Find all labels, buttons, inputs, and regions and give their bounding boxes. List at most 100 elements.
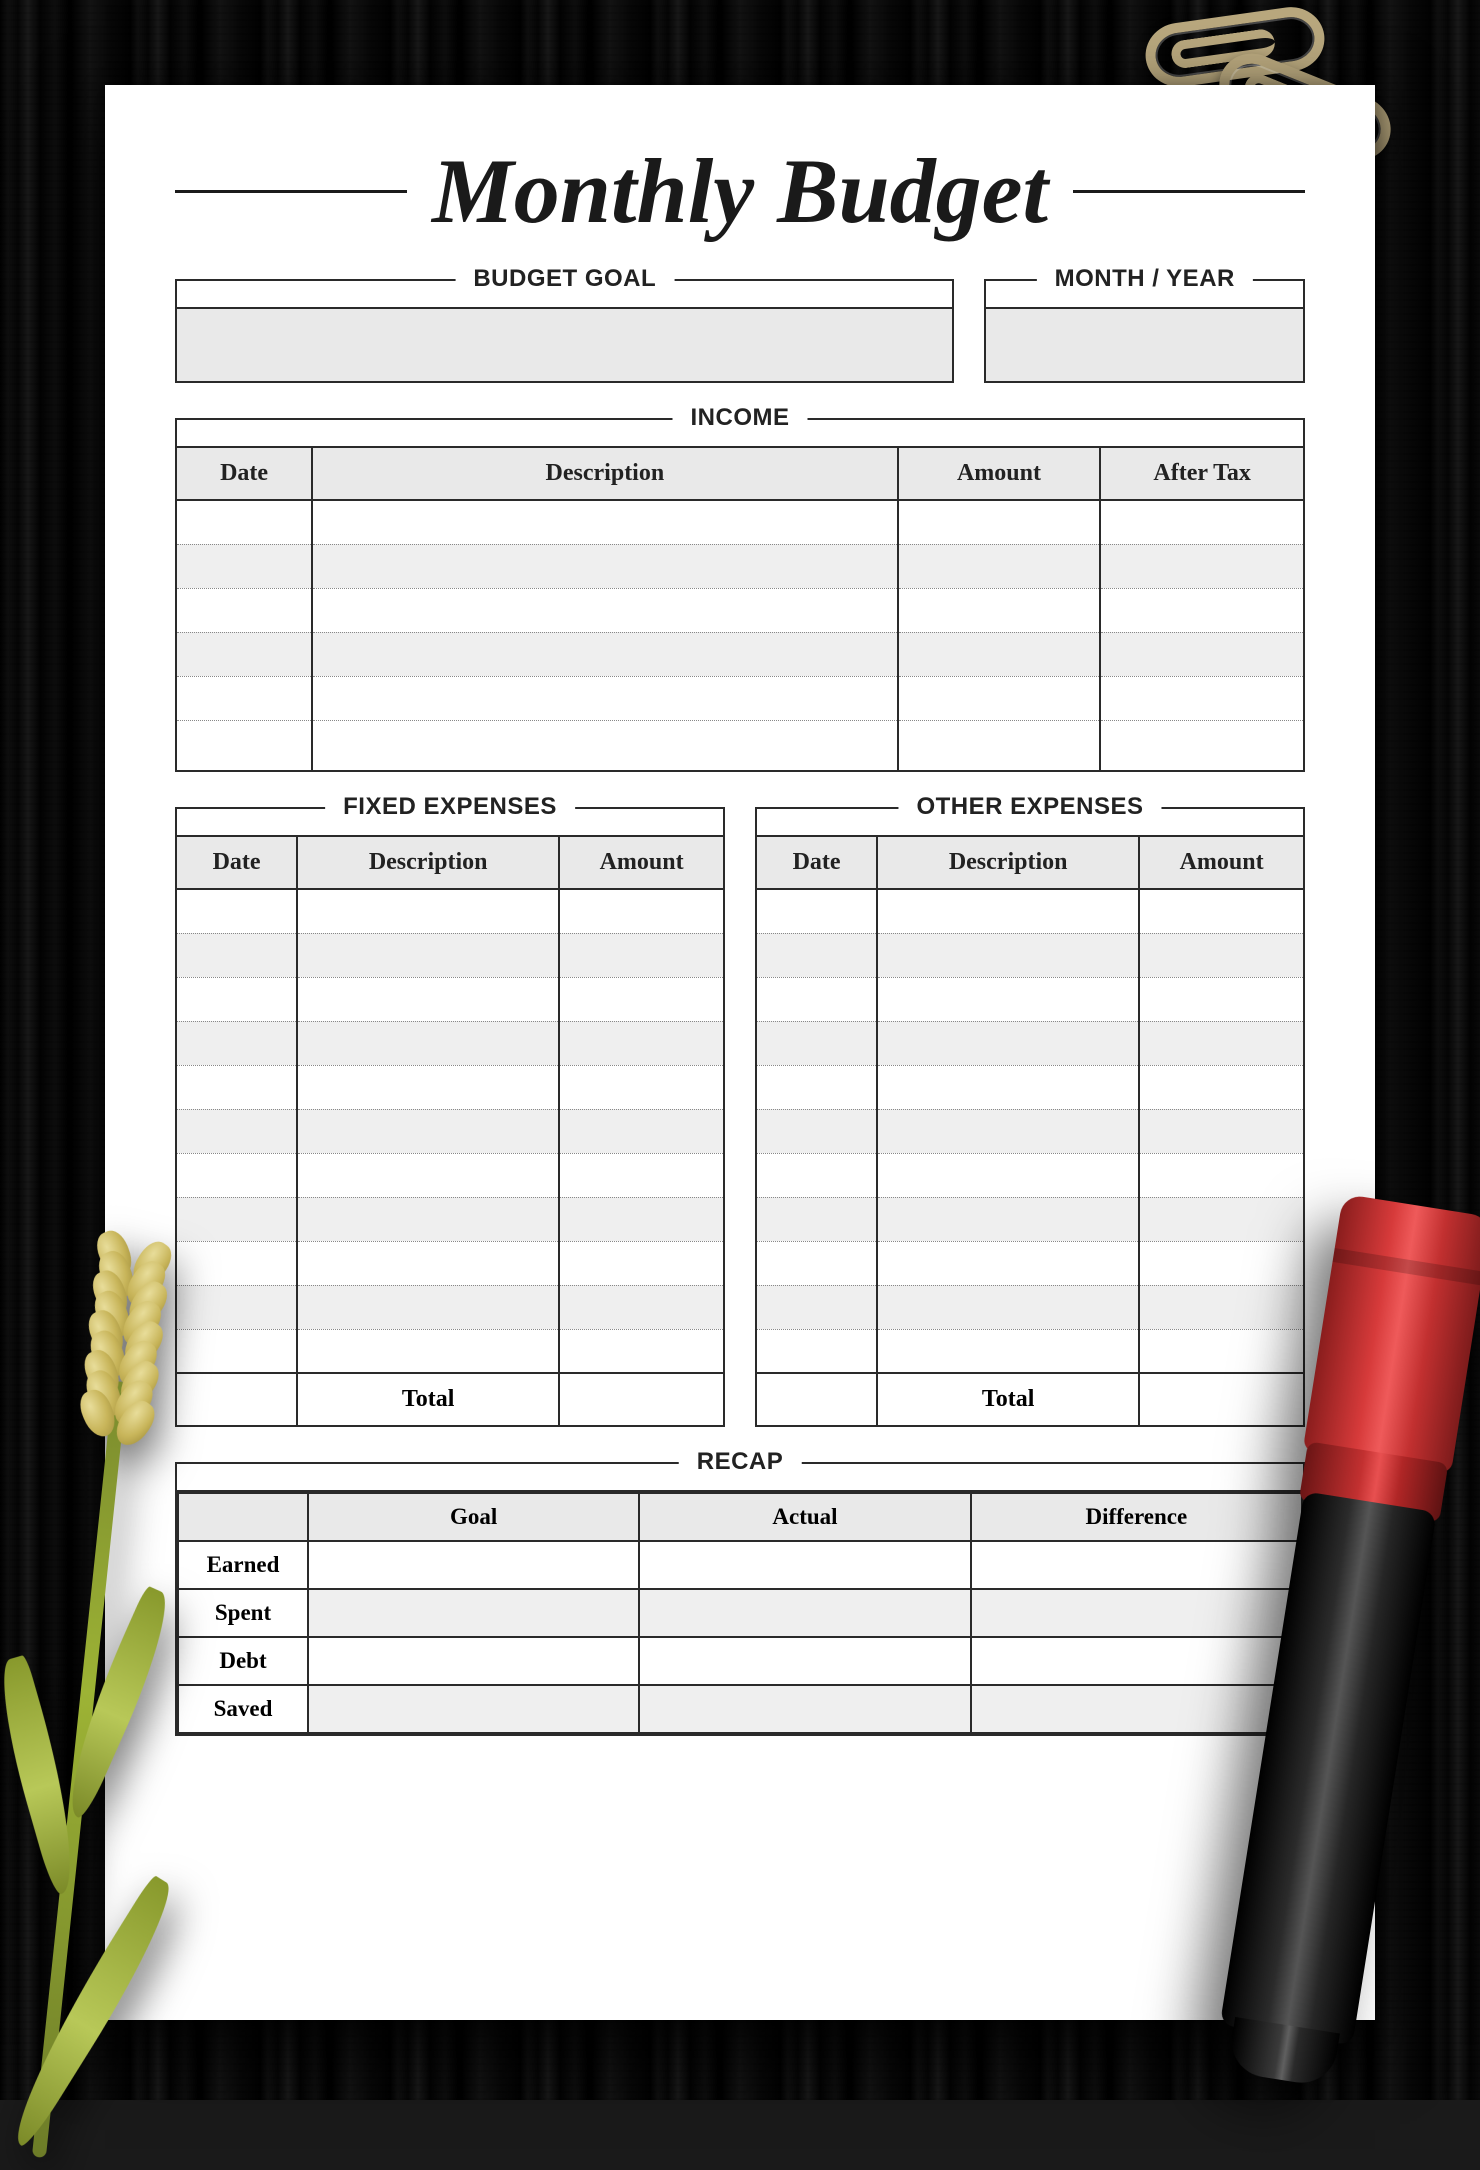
table-row[interactable] xyxy=(757,1329,1303,1373)
table-cell[interactable] xyxy=(877,1329,1139,1373)
table-cell[interactable] xyxy=(297,1197,559,1241)
table-cell[interactable] xyxy=(297,977,559,1021)
table-cell[interactable] xyxy=(757,1065,877,1109)
table-cell[interactable] xyxy=(1139,1153,1303,1197)
table-cell[interactable] xyxy=(1139,1285,1303,1329)
table-cell[interactable] xyxy=(559,1329,723,1373)
table-row[interactable] xyxy=(177,1197,723,1241)
table-cell[interactable] xyxy=(877,1153,1139,1197)
table-row[interactable] xyxy=(757,1197,1303,1241)
table-cell[interactable] xyxy=(757,1109,877,1153)
other-total-value[interactable] xyxy=(1139,1373,1303,1425)
table-cell[interactable] xyxy=(177,1109,297,1153)
table-cell[interactable] xyxy=(1100,632,1303,676)
table-cell[interactable] xyxy=(177,933,297,977)
table-cell[interactable] xyxy=(1139,1241,1303,1285)
table-cell[interactable] xyxy=(757,1153,877,1197)
table-cell[interactable] xyxy=(312,544,898,588)
table-cell[interactable] xyxy=(877,1065,1139,1109)
table-cell[interactable] xyxy=(312,676,898,720)
table-cell[interactable] xyxy=(177,1197,297,1241)
table-cell[interactable] xyxy=(757,1329,877,1373)
table-cell[interactable] xyxy=(559,977,723,1021)
table-cell[interactable] xyxy=(877,1241,1139,1285)
table-cell[interactable] xyxy=(898,676,1101,720)
table-cell[interactable] xyxy=(177,544,312,588)
table-cell[interactable] xyxy=(559,1065,723,1109)
table-cell[interactable] xyxy=(757,933,877,977)
table-cell[interactable] xyxy=(877,1197,1139,1241)
table-cell[interactable] xyxy=(877,977,1139,1021)
table-cell[interactable] xyxy=(177,676,312,720)
table-cell[interactable] xyxy=(177,1021,297,1065)
table-cell[interactable] xyxy=(312,588,898,632)
recap-cell[interactable] xyxy=(308,1637,639,1685)
table-row[interactable] xyxy=(177,1109,723,1153)
table-cell[interactable] xyxy=(559,1153,723,1197)
table-cell[interactable] xyxy=(757,1285,877,1329)
table-cell[interactable] xyxy=(177,1153,297,1197)
table-cell[interactable] xyxy=(1100,500,1303,544)
table-row[interactable] xyxy=(757,1065,1303,1109)
table-row[interactable] xyxy=(177,544,1303,588)
table-cell[interactable] xyxy=(559,1285,723,1329)
table-cell[interactable] xyxy=(297,1153,559,1197)
month-year-input[interactable] xyxy=(986,309,1303,381)
table-row[interactable] xyxy=(177,632,1303,676)
table-cell[interactable] xyxy=(757,1021,877,1065)
table-cell[interactable] xyxy=(559,889,723,933)
recap-cell[interactable] xyxy=(971,1541,1302,1589)
table-row[interactable] xyxy=(757,889,1303,933)
budget-goal-input[interactable] xyxy=(177,309,952,381)
table-cell[interactable] xyxy=(877,889,1139,933)
table-cell[interactable] xyxy=(1100,544,1303,588)
table-row[interactable] xyxy=(177,588,1303,632)
table-row[interactable] xyxy=(757,1285,1303,1329)
table-cell[interactable] xyxy=(1139,1329,1303,1373)
table-cell[interactable] xyxy=(1139,1021,1303,1065)
table-cell[interactable] xyxy=(297,1065,559,1109)
table-cell[interactable] xyxy=(1139,977,1303,1021)
recap-cell[interactable] xyxy=(308,1589,639,1637)
table-cell[interactable] xyxy=(877,1109,1139,1153)
table-cell[interactable] xyxy=(1139,1197,1303,1241)
table-cell[interactable] xyxy=(898,544,1101,588)
table-cell[interactable] xyxy=(559,1197,723,1241)
table-cell[interactable] xyxy=(312,632,898,676)
recap-cell[interactable] xyxy=(639,1589,970,1637)
table-cell[interactable] xyxy=(177,500,312,544)
table-cell[interactable] xyxy=(297,1109,559,1153)
table-cell[interactable] xyxy=(877,1285,1139,1329)
recap-cell[interactable] xyxy=(639,1637,970,1685)
table-cell[interactable] xyxy=(559,1109,723,1153)
table-cell[interactable] xyxy=(312,500,898,544)
table-cell[interactable] xyxy=(297,1241,559,1285)
table-cell[interactable] xyxy=(297,1021,559,1065)
table-cell[interactable] xyxy=(177,1065,297,1109)
table-cell[interactable] xyxy=(1139,889,1303,933)
recap-cell[interactable] xyxy=(639,1685,970,1733)
table-cell[interactable] xyxy=(559,1021,723,1065)
recap-cell[interactable] xyxy=(308,1685,639,1733)
table-cell[interactable] xyxy=(559,1241,723,1285)
table-row[interactable] xyxy=(757,977,1303,1021)
table-row[interactable] xyxy=(177,1329,723,1373)
table-cell[interactable] xyxy=(1139,933,1303,977)
table-row[interactable] xyxy=(757,1109,1303,1153)
table-row[interactable] xyxy=(757,1241,1303,1285)
table-cell[interactable] xyxy=(757,1241,877,1285)
table-cell[interactable] xyxy=(757,889,877,933)
table-cell[interactable] xyxy=(177,889,297,933)
table-cell[interactable] xyxy=(297,933,559,977)
table-cell[interactable] xyxy=(297,1285,559,1329)
table-cell[interactable] xyxy=(877,933,1139,977)
table-cell[interactable] xyxy=(877,1021,1139,1065)
table-row[interactable] xyxy=(757,1153,1303,1197)
table-cell[interactable] xyxy=(1100,676,1303,720)
table-cell[interactable] xyxy=(297,889,559,933)
recap-cell[interactable] xyxy=(308,1541,639,1589)
table-cell[interactable] xyxy=(898,500,1101,544)
table-row[interactable] xyxy=(177,1065,723,1109)
table-cell[interactable] xyxy=(898,588,1101,632)
table-row[interactable] xyxy=(177,933,723,977)
